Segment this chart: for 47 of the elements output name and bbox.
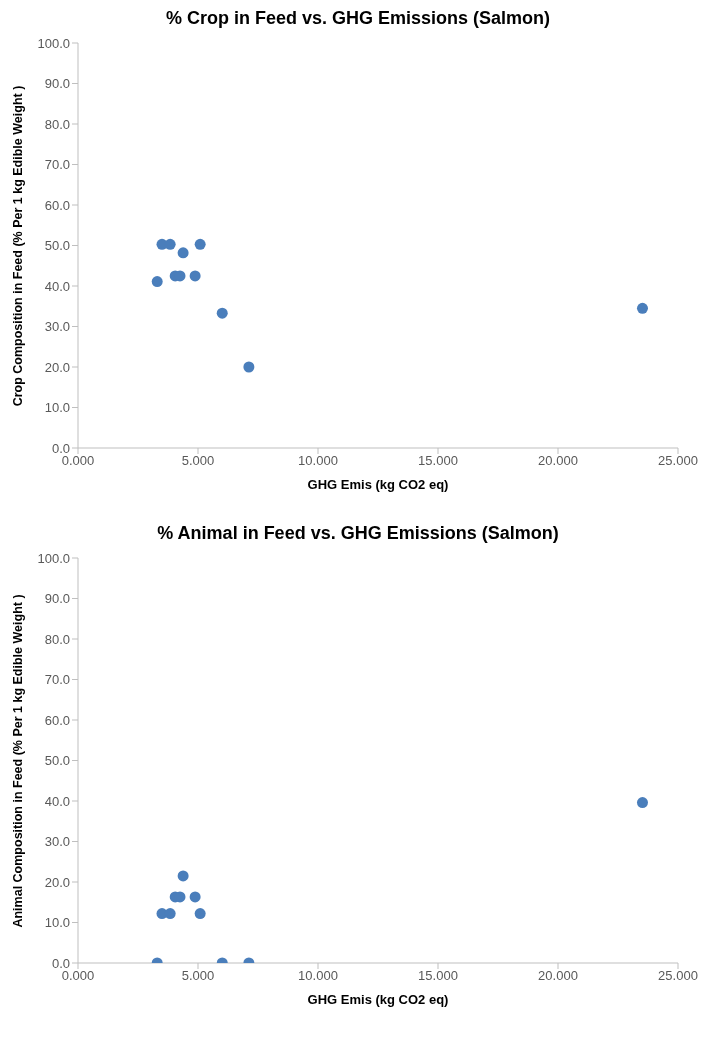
point <box>216 307 228 319</box>
x-tick-label: 0.000 <box>61 968 95 984</box>
y-tick-label: 40.0 <box>44 793 70 809</box>
y-tick-label: 70.0 <box>44 157 70 173</box>
x-tick-label: 5.000 <box>181 968 215 984</box>
y-axis-title: Crop Composition in Feed (% Per 1 kg Edible Weight ) <box>11 85 25 406</box>
y-tick-label: 30.0 <box>44 319 70 335</box>
point <box>177 247 189 259</box>
y-tick-label: 20.0 <box>44 359 70 375</box>
y-tick-label: 90.0 <box>44 76 70 92</box>
point <box>194 238 206 250</box>
y-tick-label: 80.0 <box>44 116 70 132</box>
x-tick-label: 0.000 <box>61 453 95 469</box>
x-tick-label: 25.000 <box>658 453 698 469</box>
y-tick-label: 10.0 <box>44 400 70 416</box>
y-tick-label: 40.0 <box>44 278 70 294</box>
y-tick-label: 0.0 <box>51 955 70 971</box>
x-tick-label: 5.000 <box>181 453 215 469</box>
x-axis-title: GHG Emis (kg CO2 eq) <box>307 477 449 493</box>
chart-title: % Animal in Feed vs. GHG Emissions (Salmon) <box>156 523 560 544</box>
x-tick-label: 20.000 <box>538 968 578 984</box>
x-tick-label: 15.000 <box>418 968 458 984</box>
y-axis-title: Animal Composition in Feed (% Per 1 kg Edible Weight ) <box>11 593 26 928</box>
chart-title: % Crop in Feed vs. GHG Emissions (Salmon) <box>164 8 552 29</box>
y-tick-label: 20.0 <box>44 874 70 890</box>
x-tick-label: 15.000 <box>418 453 458 469</box>
y-tick-label: 70.0 <box>44 672 70 688</box>
x-tick-label: 25.000 <box>658 968 698 984</box>
x-axis-title: GHG Emis (kg CO2 eq) <box>307 992 449 1008</box>
y-tick-label: 100.0 <box>37 550 70 566</box>
x-tick-label: 20.000 <box>538 453 578 469</box>
y-tick-label: 10.0 <box>44 915 70 931</box>
point <box>151 276 163 288</box>
y-tick-label: 50.0 <box>44 238 70 254</box>
x-tick-label: 10.000 <box>298 968 338 984</box>
y-tick-label: 50.0 <box>44 753 70 769</box>
y-tick-label: 90.0 <box>44 591 70 607</box>
point <box>636 302 648 314</box>
y-tick-label: 60.0 <box>44 712 70 728</box>
y-tick-label: 100.0 <box>37 35 70 51</box>
point <box>243 361 255 373</box>
point <box>189 270 201 282</box>
x-tick-label: 10.000 <box>298 453 338 469</box>
y-tick-label: 0.0 <box>51 440 70 456</box>
y-tick-label: 60.0 <box>44 197 70 213</box>
y-tick-label: 80.0 <box>44 631 70 647</box>
y-tick-label: 30.0 <box>44 834 70 850</box>
